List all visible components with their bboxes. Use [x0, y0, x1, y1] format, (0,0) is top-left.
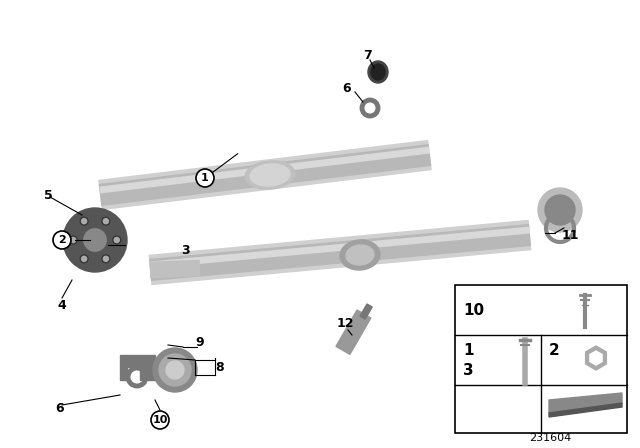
Ellipse shape — [250, 164, 290, 186]
Ellipse shape — [245, 161, 295, 189]
Circle shape — [151, 411, 169, 429]
Bar — [360, 304, 372, 319]
Text: 8: 8 — [216, 361, 224, 374]
Circle shape — [102, 217, 109, 225]
Polygon shape — [549, 393, 622, 413]
Text: 10: 10 — [152, 415, 168, 425]
Circle shape — [196, 169, 214, 187]
Text: 6: 6 — [56, 401, 64, 414]
Text: 3: 3 — [180, 244, 189, 257]
Text: 5: 5 — [44, 189, 52, 202]
Text: 2: 2 — [58, 235, 66, 245]
Text: 9: 9 — [196, 336, 204, 349]
Circle shape — [103, 256, 108, 261]
Polygon shape — [549, 403, 622, 417]
Polygon shape — [590, 351, 602, 365]
Text: 12: 12 — [336, 316, 354, 329]
Circle shape — [103, 219, 108, 224]
Text: 2: 2 — [549, 343, 560, 358]
Circle shape — [102, 255, 109, 263]
Text: 6: 6 — [342, 82, 351, 95]
Ellipse shape — [346, 245, 374, 265]
Circle shape — [159, 354, 191, 386]
Bar — [455, 285, 627, 433]
Circle shape — [63, 208, 127, 272]
Circle shape — [81, 256, 86, 261]
Circle shape — [113, 236, 120, 244]
Circle shape — [153, 348, 197, 392]
Text: 1: 1 — [463, 343, 474, 358]
Circle shape — [53, 231, 71, 249]
Circle shape — [80, 255, 88, 263]
Text: 7: 7 — [364, 48, 372, 61]
Circle shape — [81, 219, 86, 224]
Text: 231604: 231604 — [529, 433, 571, 443]
Text: 10: 10 — [463, 302, 484, 318]
Polygon shape — [120, 355, 155, 380]
Text: 1: 1 — [201, 173, 209, 183]
Polygon shape — [586, 346, 606, 370]
Text: 4: 4 — [58, 298, 67, 311]
Circle shape — [545, 195, 575, 225]
Circle shape — [80, 217, 88, 225]
Text: 11: 11 — [561, 228, 579, 241]
Circle shape — [84, 229, 106, 251]
Circle shape — [538, 188, 582, 232]
Circle shape — [166, 361, 184, 379]
Bar — [336, 310, 371, 354]
Ellipse shape — [340, 240, 380, 270]
Circle shape — [70, 237, 76, 242]
Circle shape — [69, 236, 77, 244]
Ellipse shape — [371, 64, 385, 80]
Circle shape — [114, 237, 119, 242]
Text: 3: 3 — [463, 362, 474, 378]
Ellipse shape — [368, 61, 388, 83]
